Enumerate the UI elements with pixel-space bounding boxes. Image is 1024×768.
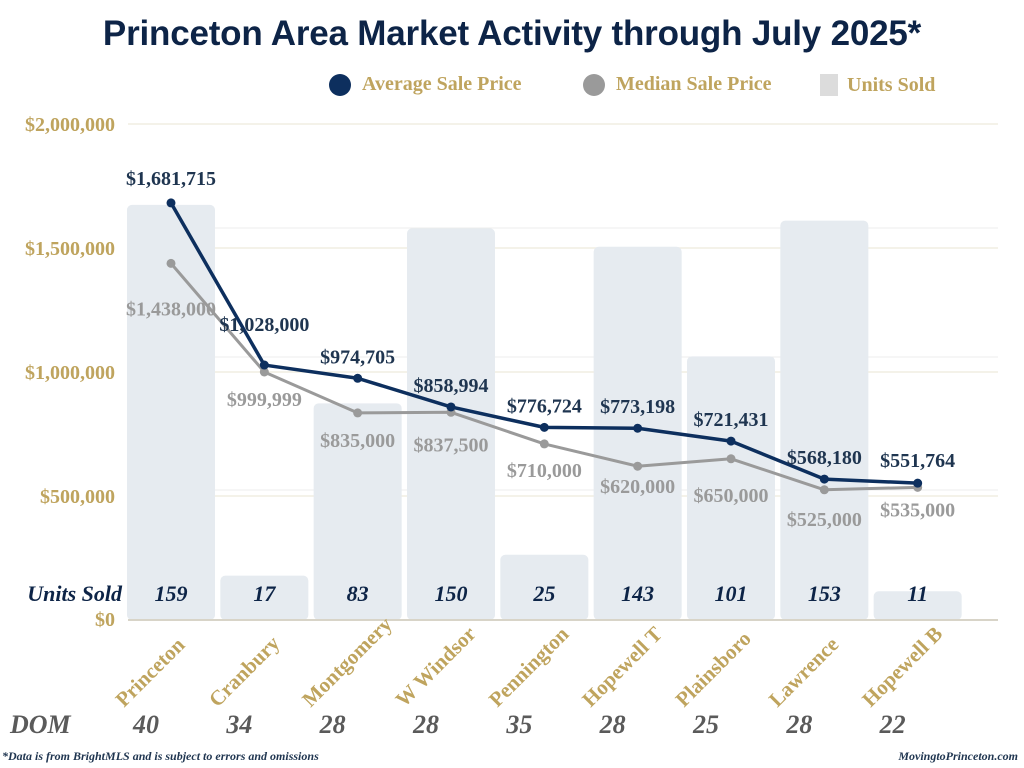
average-price-label: $858,994 — [414, 375, 489, 397]
units-sold-value: 153 — [808, 581, 841, 606]
average-price-point — [633, 423, 643, 433]
dom-row-label: DOM — [9, 710, 72, 739]
units-bar — [687, 356, 775, 620]
average-price-label: $773,198 — [600, 396, 675, 418]
units-bar — [593, 246, 682, 620]
median-price-label: $1,438,000 — [126, 298, 216, 320]
y-tick-label: $2,000,000 — [25, 114, 115, 136]
category-label: Princeton — [111, 632, 190, 711]
units-bar — [313, 403, 402, 620]
legend-average-label: Average Sale Price — [362, 73, 522, 95]
median-price-point — [166, 258, 176, 268]
legend: Average Sale Price Median Sale Price Uni… — [329, 73, 935, 96]
category-label: Hopewell T — [577, 622, 667, 712]
dom-value: 25 — [692, 710, 719, 739]
units-bar — [220, 575, 309, 620]
y-tick-label: $1,000,000 — [25, 362, 115, 384]
category-label: Plainsboro — [671, 626, 756, 711]
legend-median-label: Median Sale Price — [616, 73, 772, 95]
dom-value: 28 — [412, 710, 439, 739]
units-sold-value: 101 — [715, 581, 748, 606]
dom-value: 22 — [879, 710, 906, 739]
median-price-point — [539, 439, 549, 449]
dom-value: 28 — [319, 710, 346, 739]
dom-value: 34 — [225, 710, 252, 739]
category-label: Montgomery — [297, 612, 397, 712]
category-label: Cranbury — [204, 631, 285, 712]
category-label: Lawrence — [764, 632, 843, 711]
units-sold-value: 159 — [155, 581, 188, 606]
median-price-point — [633, 461, 643, 471]
units-sold-value: 11 — [907, 581, 928, 606]
chart-title: Princeton Area Market Activity through J… — [102, 14, 922, 53]
average-price-label: $776,724 — [507, 395, 582, 417]
average-price-point — [913, 478, 923, 488]
units-bar — [407, 228, 495, 620]
units-sold-value: 83 — [347, 581, 369, 606]
legend-units-marker — [820, 74, 838, 96]
units-bars — [127, 204, 962, 620]
median-price-label: $710,000 — [507, 460, 582, 482]
y-tick-label: $0 — [95, 609, 115, 631]
units-bar — [500, 554, 589, 620]
median-price-label: $525,000 — [787, 509, 862, 531]
legend-average-marker — [329, 74, 351, 96]
price-lines — [166, 198, 923, 495]
average-price-point — [819, 474, 829, 484]
legend-units-label: Units Sold — [847, 74, 935, 96]
average-price-label: $551,764 — [880, 450, 955, 472]
median-price-point — [353, 408, 363, 418]
data-labels: $1,681,715 $1,028,000 $974,705 $858,994 $776… — [126, 168, 955, 531]
units-bar — [873, 591, 962, 620]
units-sold-value: 17 — [253, 581, 276, 606]
y-tick-label: $500,000 — [40, 486, 115, 508]
dom-value: 28 — [785, 710, 812, 739]
source-credit: MovingtoPrinceton.com — [897, 749, 1018, 763]
median-price-point — [726, 454, 736, 464]
median-price-point — [259, 367, 269, 377]
average-price-point — [259, 360, 269, 370]
dom-value: 40 — [132, 710, 159, 739]
average-price-point — [726, 436, 736, 446]
units-row: Units Sold 159 17 83 150 25 143 101 153 11 — [27, 581, 928, 606]
units-sold-value: 25 — [532, 581, 555, 606]
median-price-label: $837,500 — [414, 434, 489, 456]
average-price-point — [353, 373, 363, 383]
units-bar — [127, 204, 215, 620]
average-price-point — [166, 198, 176, 208]
y-axis-ticks: $0 $500,000 $1,000,000 $1,500,000 $2,000,000 — [25, 114, 115, 631]
average-price-label: $568,180 — [787, 447, 862, 469]
median-price-label: $650,000 — [694, 485, 769, 507]
legend-median-marker — [583, 74, 605, 96]
median-price-label: $835,000 — [320, 430, 395, 452]
footnote: *Data is from BrightMLS and is subject t… — [2, 749, 319, 763]
units-sold-value: 150 — [435, 581, 468, 606]
units-sold-value: 143 — [621, 581, 654, 606]
average-price-label: $1,028,000 — [219, 314, 309, 336]
average-price-label: $1,681,715 — [126, 168, 216, 190]
median-price-label: $620,000 — [600, 476, 675, 498]
dom-value: 35 — [505, 710, 532, 739]
units-bar — [780, 220, 869, 620]
average-price-label: $721,431 — [694, 409, 769, 431]
dom-row: DOM 40 34 28 28 35 28 25 28 22 — [9, 710, 906, 739]
category-label: Pennington — [484, 622, 574, 712]
category-label: W Windsor — [391, 622, 481, 712]
units-row-label: Units Sold — [27, 581, 123, 606]
average-price-point — [446, 402, 456, 412]
median-price-label: $535,000 — [880, 499, 955, 521]
dom-value: 28 — [599, 710, 626, 739]
category-label: Hopewell B — [857, 622, 947, 712]
average-price-point — [539, 422, 549, 432]
median-price-label: $999,999 — [227, 389, 302, 411]
y-tick-label: $1,500,000 — [25, 238, 115, 260]
median-price-point — [819, 485, 829, 495]
average-price-label: $974,705 — [320, 346, 395, 368]
